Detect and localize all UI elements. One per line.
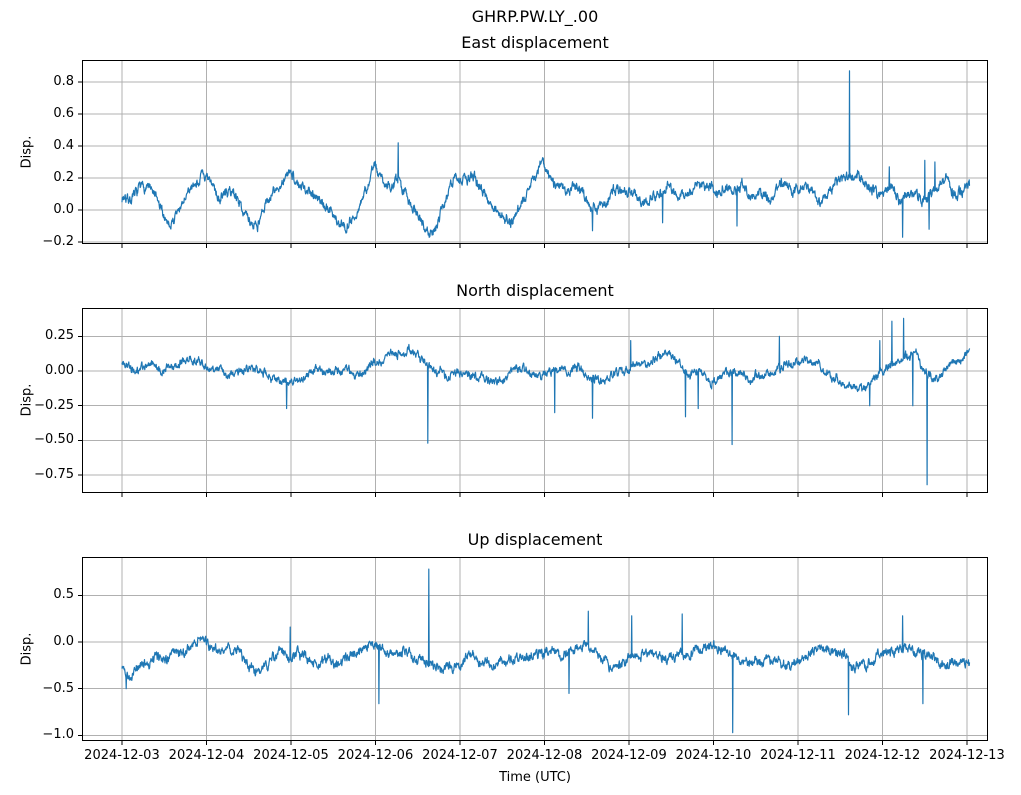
y-tick-label: 0.0: [53, 633, 74, 649]
x-tick-label: 2024-12-06: [337, 748, 414, 763]
x-tick-label: 2024-12-05: [253, 748, 329, 763]
x-axis-label: Time (UTC): [499, 770, 571, 785]
axes-frame: [82, 308, 988, 493]
y-tick-label: 0.25: [45, 328, 74, 344]
y-tick-label: −0.2: [42, 234, 74, 249]
y-tick-label: −0.25: [34, 397, 74, 413]
y-tick-label: −1.0: [42, 727, 74, 743]
x-tick-label: 2024-12-10: [675, 748, 752, 763]
y-tick-label: 0.5: [53, 587, 74, 603]
x-tick-label: 2024-12-07: [422, 748, 498, 763]
y-tick-label: −0.5: [42, 680, 74, 696]
plot-area-north: [78, 308, 988, 497]
y-tick-label: −0.50: [34, 432, 74, 448]
x-tick-label: 2024-12-08: [506, 748, 583, 763]
subplot-title-up: Up displacement: [467, 530, 603, 549]
y-tick-label: −0.75: [34, 466, 74, 482]
x-tick-label: 2024-12-11: [760, 748, 836, 763]
displacement-trace: [121, 70, 971, 238]
plot-area-up: [78, 557, 988, 745]
y-tick-label: 0.0: [53, 202, 74, 217]
y-tick-label: 0.2: [53, 170, 74, 185]
subplot-title-east: East displacement: [461, 33, 609, 52]
plot-area-east: [78, 60, 988, 248]
figure-title: GHRP.PW.LY_.00: [471, 7, 599, 26]
x-tick-label: 2024-12-04: [168, 748, 245, 763]
subplot-title-north: North displacement: [456, 281, 614, 300]
x-tick-label: 2024-12-09: [591, 748, 667, 763]
axes-frame: [82, 557, 988, 741]
y-tick-label: 0.4: [53, 138, 74, 153]
x-tick-label: 2024-12-03: [84, 748, 160, 763]
y-tick-label: 0.8: [53, 74, 74, 89]
displacement-trace: [121, 317, 971, 486]
y-tick-label: 0.6: [53, 106, 74, 121]
x-tick-label: 2024-12-13: [929, 748, 1005, 763]
axes-frame: [82, 60, 988, 244]
y-tick-label: 0.00: [45, 363, 74, 379]
displacement-trace: [121, 568, 971, 734]
x-tick-label: 2024-12-12: [844, 748, 921, 763]
